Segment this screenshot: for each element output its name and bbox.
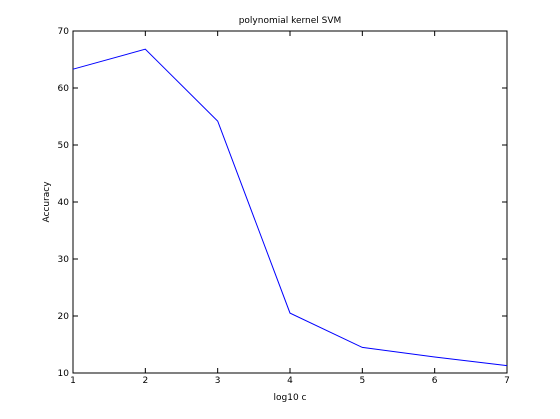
plot-area: [72, 30, 508, 374]
x-tick-label: 2: [142, 376, 148, 386]
y-tick-label: 60: [58, 84, 70, 94]
x-axis-ticks: 1 2 3 4 5 6 7: [70, 31, 510, 386]
x-tick-label: 5: [359, 376, 365, 386]
x-tick-label: 7: [504, 376, 510, 386]
y-tick-label: 30: [58, 255, 70, 265]
x-tick-label: 4: [287, 376, 293, 386]
y-tick-label: 20: [58, 312, 70, 322]
y-axis-ticks: 10 20 30 40 50 60 70: [58, 27, 507, 379]
series-line-0: [72, 48, 508, 367]
y-tick-label: 40: [58, 198, 70, 208]
chart-title: polynomial kernel SVM: [239, 16, 342, 26]
y-axis-label: Accuracy: [42, 181, 52, 223]
x-tick-label: 1: [70, 376, 76, 386]
x-axis-label: log10 c: [274, 393, 307, 403]
y-tick-label: 70: [58, 27, 70, 37]
x-tick-label: 6: [432, 376, 438, 386]
x-tick-label: 3: [215, 376, 221, 386]
y-tick-label: 10: [58, 369, 70, 379]
y-tick-label: 50: [58, 141, 70, 151]
series-layer: [72, 48, 508, 367]
